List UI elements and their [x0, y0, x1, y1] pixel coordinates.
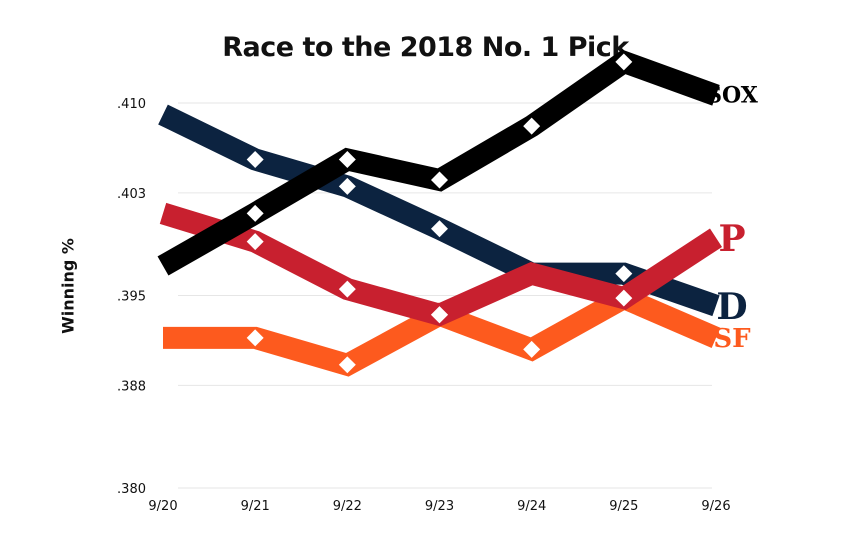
data-marker [431, 171, 448, 189]
y-tick-label: .395 [117, 290, 146, 305]
white-sox-logo: SOX [706, 82, 759, 108]
x-tick-label: 9/23 [425, 499, 454, 514]
chart-title: Race to the 2018 No. 1 Pick [222, 32, 629, 63]
x-tick-label: 9/24 [517, 499, 546, 514]
y-tick-label: .403 [117, 187, 146, 202]
data-marker [338, 356, 356, 374]
data-marker [431, 220, 448, 238]
giants-logo-text: SF [713, 324, 751, 354]
data-marker [615, 289, 633, 307]
data-marker [246, 329, 264, 347]
data-marker [246, 204, 264, 222]
tigers-logo-text: D [716, 286, 747, 328]
phillies-logo-text: P [718, 218, 745, 260]
x-tick-label: 9/21 [241, 499, 270, 514]
data-marker [523, 117, 541, 135]
data-marker [431, 306, 448, 324]
x-tick-label: 9/22 [333, 499, 362, 514]
data-marker [615, 53, 633, 71]
data-marker [338, 177, 356, 195]
data-marker [246, 150, 264, 168]
tigers-logo: D [716, 286, 747, 328]
phillies-logo: P [718, 218, 745, 260]
y-tick-label: .388 [117, 379, 146, 394]
giants-logo: SF [713, 324, 751, 354]
y-tick-label: .410 [117, 97, 146, 112]
x-tick-label: 9/26 [701, 499, 730, 514]
data-marker [338, 150, 356, 168]
data-marker [338, 280, 356, 298]
data-marker [523, 340, 541, 358]
white-sox-logo-text: SOX [706, 82, 759, 108]
x-tick-label: 9/20 [148, 499, 177, 514]
data-marker [615, 265, 633, 283]
data-marker [246, 233, 264, 251]
x-tick-label: 9/25 [609, 499, 638, 514]
y-tick-label: .380 [117, 482, 146, 497]
